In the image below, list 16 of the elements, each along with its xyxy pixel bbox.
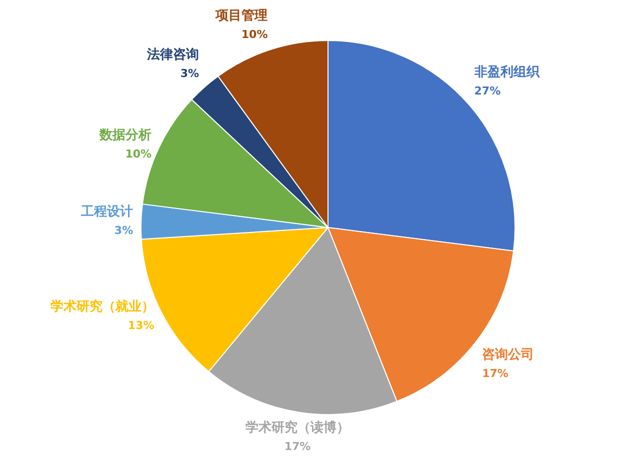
slice-label: 法律咨询	[146, 48, 200, 63]
slice-label: 项目管理	[214, 8, 268, 24]
data-label: 17%	[482, 366, 508, 380]
data-label: 13%	[128, 318, 154, 332]
slice-label: 非盈利组织	[473, 64, 540, 80]
data-label: 3%	[180, 67, 200, 80]
slice-label: 学术研究（读博）	[245, 419, 350, 436]
data-label: 10%	[125, 147, 152, 160]
slice-label: 学术研究（就业）	[50, 298, 154, 314]
data-label: 27%	[474, 84, 501, 98]
data-label: 10%	[241, 28, 268, 41]
slice-label: 工程设计	[80, 204, 134, 220]
data-label: 17%	[284, 440, 311, 453]
slice-label: 咨询公司	[482, 347, 534, 362]
data-label: 3%	[114, 224, 134, 238]
slice-label: 数据分析	[98, 128, 152, 143]
